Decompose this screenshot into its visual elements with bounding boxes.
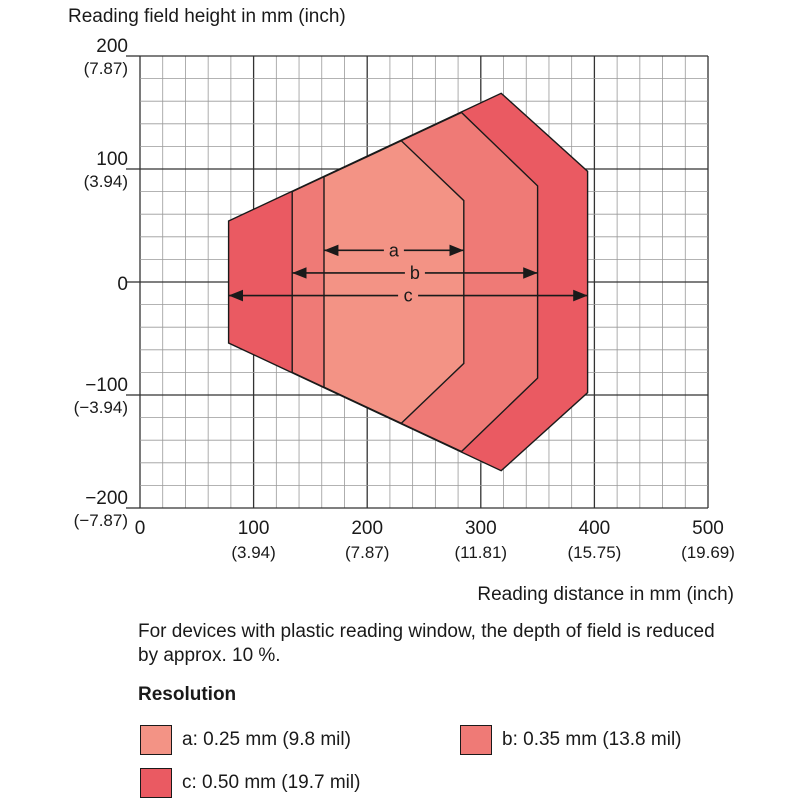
legend-swatch-b [460,725,492,755]
legend-swatch-c [140,768,172,798]
range-label-b: b [410,263,420,283]
reading-zones [227,92,589,472]
x-tick-label: 200 [351,518,383,539]
y-tick-sublabel: (−7.87) [74,511,128,530]
range-markers: cba [228,240,588,306]
zone-a [323,139,465,425]
y-tick-label: −200 [85,488,128,509]
x-tick-label: 400 [579,518,611,539]
x-tick-sublabel: (7.87) [345,543,389,562]
legend-title: Resolution [138,684,237,705]
legend-swatch-a [140,725,172,755]
x-tick-sublabel: (15.75) [567,543,621,562]
tick-labels: 0 100 (3.94) 200 (7.87) 300 (11.81) 400 (15.75) 5… [74,36,735,562]
x-tick-sublabel: (3.94) [231,543,275,562]
depth-of-field-note: For devices with plastic reading window,… [138,621,715,666]
x-tick-label: 100 [238,518,270,539]
x-tick-sublabel: (19.69) [681,543,735,562]
legend-item-a: a: 0.25 mm (9.8 mil) [140,722,351,758]
y-tick-label: 200 [96,36,128,57]
x-tick-label: 300 [465,518,497,539]
y-tick-label: 0 [117,274,128,295]
y-tick-sublabel: (−3.94) [74,398,128,417]
legend-label-b: b: 0.35 mm (13.8 mil) [502,729,682,750]
x-tick-label: 0 [135,518,146,539]
x-tick-sublabel: (11.81) [454,543,507,562]
legend-label-a: a: 0.25 mm (9.8 mil) [182,729,351,750]
legend-item-c: c: 0.50 mm (19.7 mil) [140,765,360,801]
y-tick-label: −100 [85,375,128,396]
x-tick-label: 500 [692,518,724,539]
legend-label-c: c: 0.50 mm (19.7 mil) [182,772,361,793]
x-axis-label: Reading distance in mm (inch) [477,584,734,605]
y-axis-label: Reading field height in mm (inch) [68,6,346,27]
legend-item-b: b: 0.35 mm (13.8 mil) [460,722,682,758]
y-tick-label: 100 [96,149,128,170]
y-tick-sublabel: (7.87) [84,59,128,78]
y-tick-sublabel: (3.94) [84,172,128,191]
range-label-a: a [389,240,400,260]
range-label-c: c [404,286,413,306]
